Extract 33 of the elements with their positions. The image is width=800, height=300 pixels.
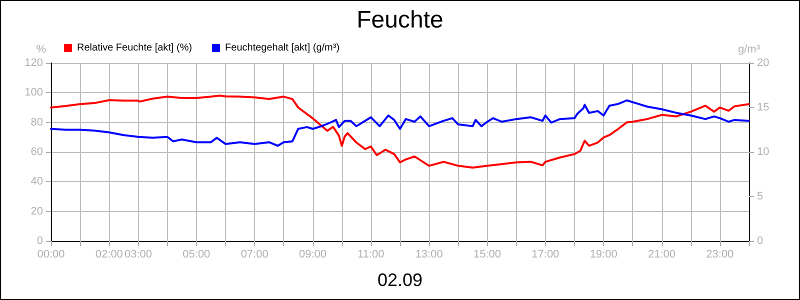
x-axis-title: 02.09 (377, 270, 423, 290)
line-series (50, 99, 750, 147)
x-tick-label: 03:00 (124, 248, 152, 260)
x-tick-label: 09:00 (298, 248, 327, 260)
x-tick-label: 00:00 (37, 248, 65, 260)
y2-tick-label: 20 (757, 57, 770, 69)
x-tick-label: 21:00 (648, 248, 676, 260)
line-series (50, 94, 750, 169)
x-tick-label: 15:00 (473, 248, 502, 260)
y2-tick-label: 10 (757, 146, 770, 158)
x-tick-label: 02:00 (95, 248, 123, 260)
y-axis-title: % (36, 44, 46, 56)
y-tick-label: 0 (36, 235, 43, 247)
y-tick-label: 20 (30, 205, 43, 218)
y-tick-label: 120 (24, 57, 43, 69)
y2-tick-label: 5 (757, 190, 764, 202)
x-tick-label: 23:00 (706, 248, 734, 260)
x-tick-label: 07:00 (240, 248, 268, 260)
y2-tick-label: 0 (757, 235, 764, 247)
y2-tick-label: 15 (757, 102, 770, 114)
x-tick-label: 05:00 (182, 248, 210, 260)
x-tick-label: 19:00 (590, 248, 618, 260)
legend-label: Feuchtegehalt [akt] (g/m³) (225, 42, 340, 54)
x-tick-label: 13:00 (415, 248, 443, 260)
y-tick-label: 100 (24, 86, 43, 99)
y-tick-label: 80 (30, 116, 43, 128)
chart-title: Feuchte (356, 6, 444, 34)
y-tick-label: 40 (30, 176, 43, 188)
x-tick-label: 11:00 (358, 248, 384, 260)
y-tick-label: 60 (30, 146, 43, 158)
legend-label: Relative Feuchte [akt] (%) (77, 42, 192, 54)
y2-axis-title: g/m³ (738, 44, 760, 56)
x-tick-label: 17:00 (532, 248, 560, 260)
